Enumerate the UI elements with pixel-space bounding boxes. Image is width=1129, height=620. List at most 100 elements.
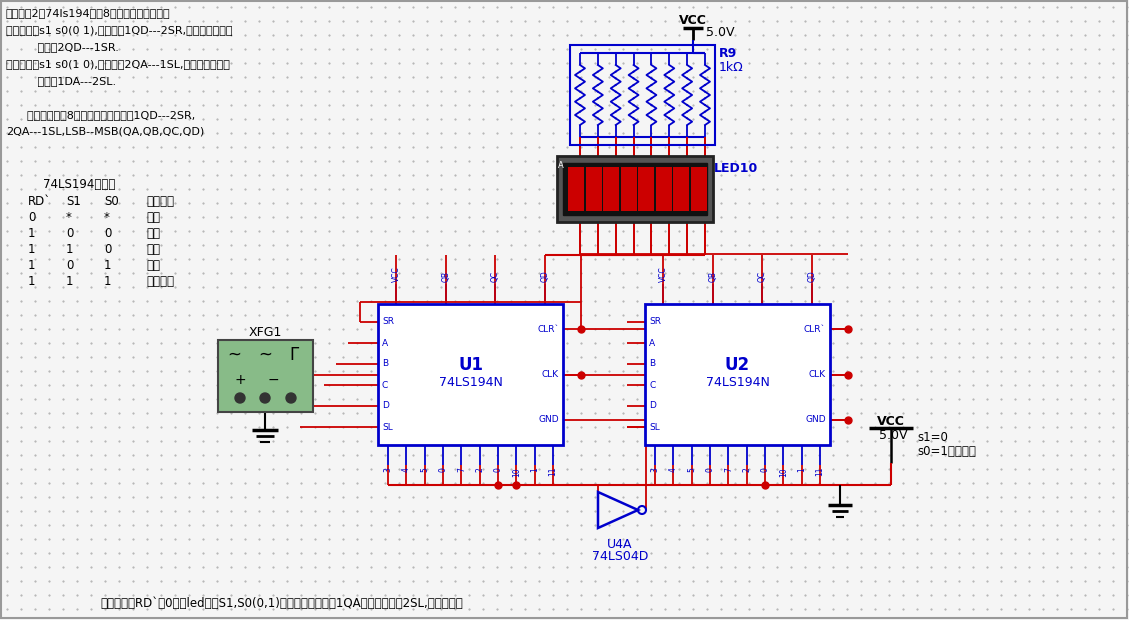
Text: 74LS194N: 74LS194N bbox=[706, 376, 770, 389]
Text: CLK: CLK bbox=[542, 370, 559, 379]
Text: SR: SR bbox=[649, 317, 660, 327]
Text: 11: 11 bbox=[815, 467, 824, 477]
Text: B: B bbox=[382, 360, 388, 368]
Text: A: A bbox=[649, 339, 655, 347]
Text: 比如左移：s1 s0(1 0),需要连接2QA---1SL,同时如果再循环: 比如左移：s1 s0(1 0),需要连接2QA---1SL,同时如果再循环 bbox=[6, 59, 230, 69]
Text: XFG1: XFG1 bbox=[248, 326, 282, 339]
Text: U1: U1 bbox=[458, 355, 483, 373]
Text: SL: SL bbox=[382, 422, 393, 432]
Text: ~: ~ bbox=[259, 346, 272, 364]
Text: D: D bbox=[649, 402, 656, 410]
Text: s1=0: s1=0 bbox=[917, 431, 948, 444]
Text: QB: QB bbox=[441, 271, 450, 282]
Bar bbox=[645, 304, 830, 445]
Text: 1: 1 bbox=[65, 275, 73, 288]
Text: GND: GND bbox=[805, 415, 826, 425]
Text: 置零: 置零 bbox=[146, 211, 160, 224]
Text: 2: 2 bbox=[742, 467, 751, 472]
Text: 左移: 左移 bbox=[146, 259, 160, 272]
Text: D: D bbox=[382, 402, 388, 410]
Text: A: A bbox=[382, 339, 388, 347]
Text: 1: 1 bbox=[104, 275, 112, 288]
Text: 0: 0 bbox=[706, 467, 715, 472]
Text: 需要将2QD---1SR.: 需要将2QD---1SR. bbox=[6, 42, 119, 52]
Text: QB: QB bbox=[708, 271, 717, 282]
Text: 保持: 保持 bbox=[146, 227, 160, 240]
Text: QC: QC bbox=[758, 271, 767, 282]
Bar bbox=[378, 304, 563, 445]
Text: R9: R9 bbox=[719, 47, 737, 60]
Text: CLR`: CLR` bbox=[804, 324, 826, 334]
Text: 0: 0 bbox=[438, 467, 447, 472]
Text: 1: 1 bbox=[531, 467, 540, 472]
Bar bbox=[218, 340, 313, 412]
Text: 11: 11 bbox=[549, 467, 558, 477]
Text: 1: 1 bbox=[28, 259, 35, 272]
Text: C: C bbox=[649, 381, 655, 389]
Text: SL: SL bbox=[649, 422, 659, 432]
Text: −: − bbox=[268, 373, 279, 387]
Bar bbox=[603, 167, 619, 211]
Text: VCC: VCC bbox=[877, 415, 904, 428]
Text: VCC: VCC bbox=[658, 266, 667, 282]
Text: 如果做成双向8位移位寄存器的话，1QD---2SR,: 如果做成双向8位移位寄存器的话，1QD---2SR, bbox=[6, 110, 195, 120]
Text: 工作状态: 工作状态 bbox=[146, 195, 174, 208]
Bar bbox=[691, 167, 707, 211]
Text: 74LS194N: 74LS194N bbox=[438, 376, 502, 389]
Text: 0: 0 bbox=[493, 467, 502, 472]
Text: 1: 1 bbox=[28, 227, 35, 240]
Text: 10: 10 bbox=[511, 467, 520, 477]
Text: SR: SR bbox=[382, 317, 394, 327]
Text: 5: 5 bbox=[688, 467, 697, 472]
Text: QD: QD bbox=[807, 270, 816, 282]
Bar bbox=[557, 156, 714, 222]
Text: 比如右移：s1 s0(0 1),需要连接1QD---2SR,同时如果再循环: 比如右移：s1 s0(0 1),需要连接1QD---2SR,同时如果再循环 bbox=[6, 25, 233, 35]
Text: 1: 1 bbox=[28, 243, 35, 256]
Text: 74LS04D: 74LS04D bbox=[592, 550, 648, 563]
Text: 0: 0 bbox=[28, 211, 35, 224]
Text: QD: QD bbox=[541, 270, 550, 282]
Text: 1: 1 bbox=[104, 259, 112, 272]
Text: VCC: VCC bbox=[679, 14, 707, 27]
Text: 1: 1 bbox=[65, 243, 73, 256]
Text: RD`: RD` bbox=[28, 195, 51, 208]
Bar bbox=[638, 167, 654, 211]
Text: 5.0V: 5.0V bbox=[706, 26, 735, 39]
Text: S0: S0 bbox=[104, 195, 119, 208]
Text: VCC: VCC bbox=[392, 266, 401, 282]
Text: 右移: 右移 bbox=[146, 243, 160, 256]
Text: S1: S1 bbox=[65, 195, 81, 208]
Text: 并行输入: 并行输入 bbox=[146, 275, 174, 288]
Text: s0=1输入右移: s0=1输入右移 bbox=[917, 445, 975, 458]
Bar bbox=[586, 167, 602, 211]
Bar bbox=[563, 163, 707, 215]
Text: 注意：将2个74ls194做成8位单向移位寄存时，: 注意：将2个74ls194做成8位单向移位寄存时， bbox=[6, 8, 170, 18]
Text: 5: 5 bbox=[420, 467, 429, 472]
Text: 1: 1 bbox=[797, 467, 806, 472]
Bar bbox=[570, 45, 715, 145]
Text: U2: U2 bbox=[725, 355, 750, 373]
Text: 7: 7 bbox=[724, 467, 733, 472]
Text: 电路功能：RD`置0后，led亮；S1,S0(0,1)右移；用反相器将1QA输出反相送回2SL,构成流水灯: 电路功能：RD`置0后，led亮；S1,S0(0,1)右移；用反相器将1QA输出… bbox=[100, 597, 463, 610]
Text: B: B bbox=[649, 360, 655, 368]
Text: 0: 0 bbox=[104, 243, 112, 256]
Text: CLK: CLK bbox=[808, 370, 826, 379]
Text: 7: 7 bbox=[457, 467, 466, 472]
Text: 2: 2 bbox=[475, 467, 484, 472]
Text: 4: 4 bbox=[402, 467, 411, 472]
Text: +: + bbox=[234, 373, 246, 387]
Text: 10: 10 bbox=[779, 467, 788, 477]
Text: 0: 0 bbox=[761, 467, 770, 472]
Text: 3: 3 bbox=[384, 467, 393, 472]
Text: *: * bbox=[104, 211, 110, 224]
Text: LED10: LED10 bbox=[714, 162, 759, 175]
Text: 4: 4 bbox=[668, 467, 677, 472]
Bar bbox=[568, 167, 584, 211]
Bar bbox=[621, 167, 637, 211]
Text: Γ: Γ bbox=[289, 346, 299, 364]
Text: GND: GND bbox=[539, 415, 559, 425]
Text: C: C bbox=[382, 381, 388, 389]
Bar bbox=[656, 167, 672, 211]
Text: 5.0V: 5.0V bbox=[879, 429, 908, 442]
Text: ~: ~ bbox=[227, 346, 240, 364]
